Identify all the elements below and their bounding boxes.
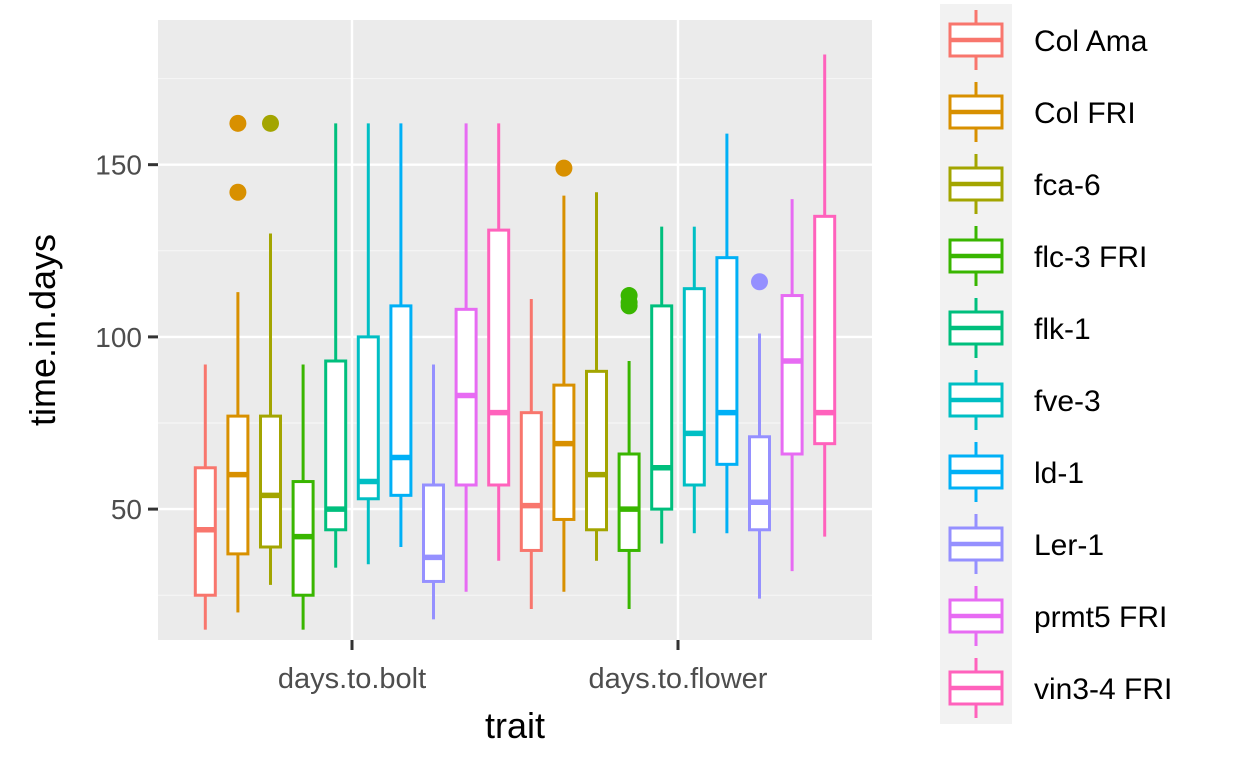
legend-label: ld-1: [1034, 457, 1084, 490]
box-iqr: [617, 452, 641, 552]
box-col-fri-days-to-flower: [552, 159, 576, 592]
legend-item-col-ama: Col Ama: [948, 10, 1148, 70]
box-iqr: [487, 228, 511, 487]
box-iqr: [519, 411, 543, 552]
legend-item-ler-1: Ler-1: [948, 514, 1104, 574]
box-iqr: [226, 414, 250, 556]
y-tick-label: 50: [111, 494, 142, 525]
legend-label: Ler-1: [1034, 529, 1104, 562]
box-iqr: [715, 256, 739, 466]
box-fve-3-days-to-bolt: [356, 123, 380, 565]
box-iqr: [422, 483, 445, 583]
legend-label: Col FRI: [1034, 97, 1136, 130]
x-axis-title: trait: [485, 705, 545, 746]
box-col-ama-days-to-flower: [519, 299, 543, 609]
box-fca-6-days-to-flower: [585, 192, 608, 561]
y-axis-title: time.in.days: [22, 234, 63, 426]
legend-label: Col Ama: [1034, 25, 1148, 58]
box-iqr: [324, 359, 348, 532]
box-iqr: [748, 435, 771, 532]
legend-item-ld-1: ld-1: [948, 442, 1084, 502]
outlier-point: [555, 159, 573, 177]
legend-label: prmt5 FRI: [1034, 601, 1167, 634]
y-tick-label: 100: [95, 322, 142, 353]
box-col-fri-days-to-bolt: [226, 114, 250, 613]
legend-item-fca-6: fca-6: [948, 154, 1101, 214]
legend-item-vin3-4-fri: vin3-4 FRI: [948, 658, 1172, 718]
box-prmt5-fri-days-to-flower: [780, 199, 804, 572]
box-iqr: [259, 414, 282, 549]
legend-item-prmt5-fri: prmt5 FRI: [948, 586, 1167, 646]
box-ler-1-days-to-bolt: [422, 364, 445, 620]
outlier-point: [751, 273, 768, 291]
legend-label: flc-3 FRI: [1034, 241, 1147, 274]
legend-item-col-fri: Col FRI: [948, 82, 1136, 142]
box-iqr: [585, 369, 608, 532]
legend-item-fve-3: fve-3: [948, 370, 1101, 430]
box-fve-3-days-to-flower: [682, 226, 706, 534]
box-fca-6-days-to-bolt: [259, 114, 282, 585]
box-ld-1-days-to-bolt: [389, 123, 413, 547]
box-flc-3-fri-days-to-bolt: [291, 364, 315, 630]
box-vin3-4-fri-days-to-flower: [813, 54, 837, 537]
legend: Col Ama Col FRI fca-6 flc-3 FRI flk-1 fve-3 ld…: [940, 4, 1172, 724]
outlier-point: [620, 287, 638, 305]
box-ler-1-days-to-flower: [748, 273, 771, 599]
box-flk-1-days-to-flower: [650, 226, 674, 544]
box-iqr: [389, 304, 413, 497]
box-iqr: [650, 304, 674, 511]
box-iqr: [356, 335, 380, 501]
grid-layer: [158, 20, 872, 640]
box-iqr: [682, 287, 706, 487]
legend-label: vin3-4 FRI: [1034, 673, 1172, 706]
box-iqr: [780, 294, 804, 456]
legend-label: fve-3: [1034, 385, 1101, 418]
y-tick-label: 150: [95, 150, 142, 181]
legend-label: fca-6: [1034, 169, 1101, 202]
box-ld-1-days-to-flower: [715, 133, 739, 534]
box-col-ama-days-to-bolt: [193, 364, 217, 630]
x-tick-label: days.to.flower: [589, 663, 768, 695]
legend-item-flk-1: flk-1: [948, 298, 1091, 358]
legend-item-flc-3-fri: flc-3 FRI: [948, 226, 1147, 286]
outlier-point: [229, 183, 247, 201]
box-flc-3-fri-days-to-flower: [617, 287, 641, 609]
box-layer: [193, 54, 837, 630]
outlier-point: [229, 114, 247, 132]
box-vin3-4-fri-days-to-bolt: [487, 123, 511, 561]
outlier-point: [262, 114, 279, 132]
legend-label: flk-1: [1034, 313, 1091, 346]
axis-layer: 50 100 150 days.to.bolt days.to.flower: [95, 150, 768, 695]
x-tick-label: days.to.bolt: [278, 663, 426, 695]
box-iqr: [552, 383, 576, 521]
box-iqr: [813, 214, 837, 446]
box-flk-1-days-to-bolt: [324, 123, 348, 568]
box-prmt5-fri-days-to-bolt: [454, 123, 478, 592]
